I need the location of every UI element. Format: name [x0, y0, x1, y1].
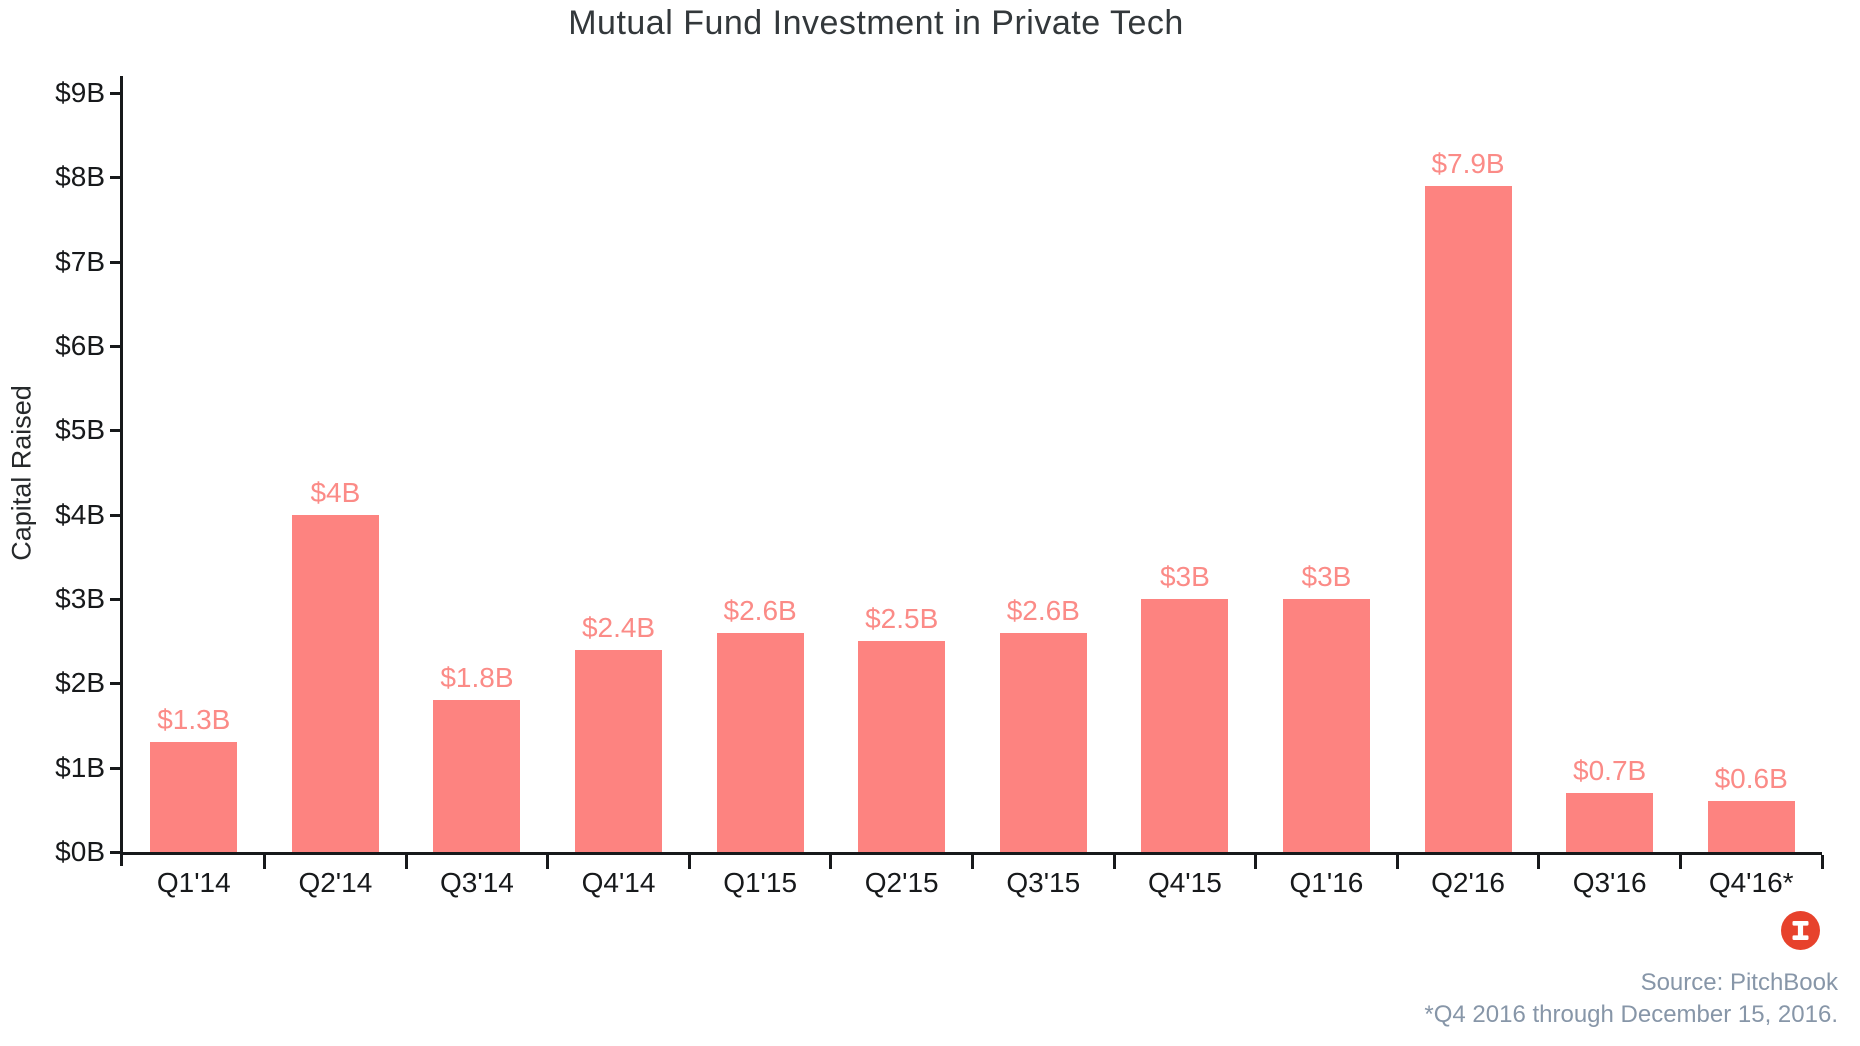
- x-tick-label: Q4'14: [581, 867, 656, 898]
- y-axis-line: [120, 76, 123, 866]
- logo-i-glyph: [1792, 921, 1809, 940]
- bar-value-label: $1.3B: [157, 704, 231, 736]
- x-axis-line: [120, 852, 1822, 855]
- y-tick-label: $4B: [55, 498, 105, 530]
- y-tick-mark: [110, 851, 120, 854]
- y-tick-label: $3B: [55, 583, 105, 614]
- bar-value-label: $2.4B: [581, 611, 656, 643]
- y-tick-label: $1B: [55, 751, 105, 783]
- y-tick-mark: [110, 513, 120, 517]
- x-tick-mark: [829, 855, 833, 869]
- x-tick-label: Q3'16: [1572, 867, 1647, 898]
- x-tick-label: Q4'15: [1147, 867, 1222, 898]
- bar: [1282, 599, 1370, 852]
- bar: [1141, 599, 1229, 852]
- bar: [1566, 792, 1654, 852]
- x-tick-mark: [404, 855, 408, 869]
- x-tick-mark: [1395, 855, 1399, 869]
- y-axis-title: Capital Raised: [6, 384, 37, 561]
- x-tick-label: Q2'15: [864, 867, 939, 898]
- x-tick-label: Q1'14: [156, 867, 231, 898]
- y-tick-label: $9B: [55, 77, 105, 108]
- x-tick-label: Q4'16*: [1708, 867, 1794, 898]
- x-tick-mark: [1678, 855, 1682, 869]
- y-tick-label: $7B: [55, 245, 105, 277]
- y-axis-title-wrap: Capital Raised: [4, 93, 40, 852]
- y-tick-mark: [110, 260, 120, 264]
- recode-i-icon: [1781, 911, 1820, 950]
- x-tick-label: Q3'14: [440, 867, 514, 898]
- y-tick-mark: [110, 429, 120, 433]
- bar: [433, 700, 521, 852]
- bar-value-label: $2.6B: [723, 594, 797, 626]
- bar: [1707, 801, 1795, 852]
- bar-value-label: $2.5B: [865, 603, 939, 635]
- bar-value-label: $0.7B: [1573, 754, 1647, 786]
- bar-value-label: $7.9B: [1431, 147, 1505, 179]
- footnote: *Q4 2016 through December 15, 2016.: [1424, 1001, 1838, 1028]
- y-tick-mark: [110, 92, 120, 95]
- y-tick-label: $0B: [55, 836, 105, 867]
- y-tick-mark: [110, 176, 120, 180]
- x-tick-label: Q2'14: [298, 867, 373, 898]
- y-tick-mark: [110, 682, 120, 686]
- x-tick-mark: [546, 855, 550, 869]
- y-tick-label: $6B: [55, 330, 105, 361]
- x-tick-mark: [971, 855, 974, 869]
- x-tick-mark: [1537, 855, 1541, 869]
- x-tick-mark: [1820, 855, 1824, 869]
- y-tick-label: $8B: [55, 161, 105, 193]
- bar-value-label: $3B: [1159, 561, 1210, 592]
- bar: [150, 742, 238, 852]
- x-tick-mark: [263, 855, 267, 869]
- bar-value-label: $3B: [1301, 561, 1352, 592]
- chart-title: Mutual Fund Investment in Private Tech: [568, 4, 1184, 42]
- source-credit: Source: PitchBook: [1640, 969, 1838, 996]
- x-tick-label: Q2'16: [1431, 867, 1505, 898]
- x-tick-mark: [687, 855, 691, 869]
- y-tick-mark: [110, 345, 120, 348]
- bar: [716, 632, 804, 852]
- bar-value-label: $0.6B: [1714, 763, 1788, 795]
- x-tick-mark: [1112, 855, 1116, 869]
- bar-value-label: $1.8B: [440, 662, 514, 694]
- x-tick-label: Q3'15: [1006, 867, 1081, 898]
- y-tick-mark: [110, 598, 120, 601]
- bar-value-label: $2.6B: [1006, 594, 1080, 626]
- y-tick-mark: [110, 766, 120, 770]
- bar: [1424, 185, 1512, 852]
- y-tick-label: $2B: [55, 667, 105, 699]
- y-tick-label: $5B: [55, 414, 105, 446]
- bar: [858, 641, 946, 852]
- bar: [575, 649, 663, 852]
- x-tick-label: Q1'16: [1289, 867, 1364, 898]
- bar-value-label: $4B: [310, 476, 361, 508]
- bar: [999, 632, 1087, 852]
- x-tick-label: Q1'15: [723, 867, 798, 898]
- bar: [291, 514, 379, 852]
- x-tick-mark: [1254, 855, 1258, 869]
